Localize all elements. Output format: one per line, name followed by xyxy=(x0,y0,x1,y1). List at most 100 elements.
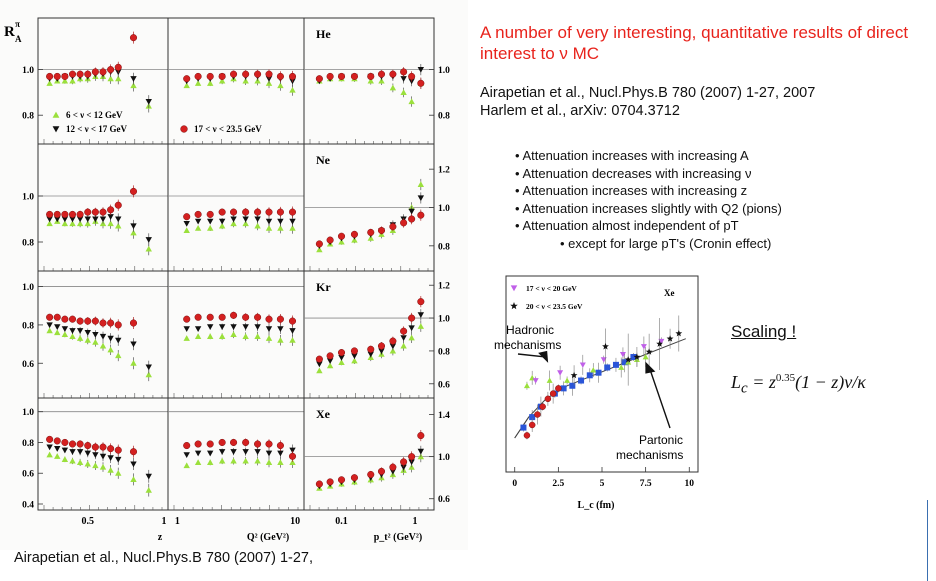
square-data-point xyxy=(560,385,567,392)
red-data-point xyxy=(417,432,425,440)
right-y-tick-label: 1.0 xyxy=(438,204,450,214)
green-data-point xyxy=(338,238,345,245)
red-data-point xyxy=(183,213,191,221)
green-data-point xyxy=(316,246,323,253)
triangle-up-data-point xyxy=(564,377,571,383)
red-data-point xyxy=(408,314,416,322)
black-data-point xyxy=(46,444,53,451)
red-data-point xyxy=(61,315,69,323)
green-data-point xyxy=(207,225,214,231)
black-data-point xyxy=(242,449,249,455)
x-tick-label: 0 xyxy=(512,479,517,489)
black-data-point xyxy=(183,452,190,458)
black-data-point xyxy=(351,353,358,360)
triangle-down-data-point xyxy=(532,378,539,384)
black-data-point xyxy=(230,449,237,455)
scaling-formula: Lc = z0.35(1 − z)ν/κ xyxy=(731,372,866,398)
red-data-point xyxy=(91,317,99,325)
red-data-point xyxy=(129,34,138,42)
star-data-point xyxy=(570,371,578,379)
green-data-point xyxy=(61,77,69,84)
green-data-point xyxy=(76,220,84,227)
green-data-point xyxy=(351,236,358,243)
green-data-point xyxy=(389,347,397,354)
black-data-point xyxy=(417,312,425,318)
green-data-point xyxy=(76,459,84,466)
scaling-heading: Scaling ! xyxy=(731,322,797,341)
red-data-point xyxy=(337,476,346,484)
black-data-point xyxy=(84,450,91,457)
red-data-point xyxy=(400,68,408,76)
green-data-point xyxy=(207,459,214,466)
circle-data-point xyxy=(528,421,536,429)
right-y-tick-label: 1.2 xyxy=(438,282,450,292)
annotation-arrowhead xyxy=(645,361,656,374)
black-data-point xyxy=(254,449,261,455)
red-data-point xyxy=(242,208,250,216)
red-data-point xyxy=(107,319,115,327)
black-data-point xyxy=(230,324,237,331)
red-data-point xyxy=(242,313,250,321)
black-data-point xyxy=(183,326,190,332)
triangle-up-data-point xyxy=(618,364,625,370)
black-data-point xyxy=(130,76,137,82)
red-data-point xyxy=(107,445,115,453)
red-data-point xyxy=(408,72,416,80)
green-data-point xyxy=(367,77,374,84)
y-tick-label: 0.6 xyxy=(22,470,34,480)
star-data-point xyxy=(656,340,663,347)
black-data-point xyxy=(277,450,284,457)
reference-list: Airapetian et al., Nucl.Phys.B 780 (2007… xyxy=(480,84,920,120)
black-data-point xyxy=(84,216,91,223)
green-data-point xyxy=(84,220,91,227)
green-data-point xyxy=(183,82,190,89)
black-data-point xyxy=(46,322,53,329)
green-data-point xyxy=(69,333,76,339)
red-data-point xyxy=(76,317,84,325)
legend-label: 17 < ν < 23.5 GeV xyxy=(194,124,262,134)
green-data-point xyxy=(289,86,296,93)
green-data-point xyxy=(194,333,202,339)
red-data-point xyxy=(230,70,238,78)
bullet-item: • Attenuation decreases with increasing … xyxy=(515,165,752,181)
formula-rest: (1 − z)ν/κ xyxy=(795,372,866,392)
black-data-point xyxy=(115,216,122,223)
red-data-point xyxy=(377,70,386,78)
circle-data-point xyxy=(523,432,531,439)
green-data-point xyxy=(92,462,99,469)
black-data-point xyxy=(277,326,284,332)
bullet-item: • Attenuation increases with increasing … xyxy=(515,148,749,163)
nuclear-attenuation-grid-chart: 0.8 1.0 He 0.8 1.0 0.8 1.0 Ne 0.8 1.0 1.2 0.6 0.8 1.0… xyxy=(0,0,468,550)
green-data-point xyxy=(84,337,91,343)
green-data-point xyxy=(408,334,415,341)
x-tick-label: 5 xyxy=(600,479,605,489)
red-data-point xyxy=(230,438,238,447)
green-data-point xyxy=(417,323,425,329)
red-data-point xyxy=(242,438,250,447)
black-data-point xyxy=(265,76,273,82)
red-data-point xyxy=(254,440,262,448)
red-data-point xyxy=(367,470,375,479)
red-data-point xyxy=(242,70,250,78)
red-data-point xyxy=(350,72,358,80)
square-data-point xyxy=(595,369,602,376)
green-data-point xyxy=(130,360,137,366)
annotation-text: mechanisms xyxy=(616,448,683,462)
x-axis-label: L_c (fm) xyxy=(578,500,615,511)
reference-item: Airapetian et al., Nucl.Phys.B 780 (2007… xyxy=(480,85,816,101)
green-data-point xyxy=(218,457,226,464)
green-data-point xyxy=(145,486,152,493)
annotation-arrowhead xyxy=(538,350,549,363)
red-data-point xyxy=(288,452,297,460)
green-data-point xyxy=(265,459,273,466)
red-data-point xyxy=(129,187,138,195)
black-data-point xyxy=(289,218,296,225)
red-data-point xyxy=(91,208,99,216)
black-data-point xyxy=(194,218,202,225)
green-data-point xyxy=(351,357,358,364)
triangle-up-data-point xyxy=(546,377,553,383)
bullet-item: • Attenuation almost independent of pT xyxy=(515,218,739,233)
red-data-point xyxy=(389,223,397,231)
x-tick-label: 10 xyxy=(685,479,695,489)
black-data-point xyxy=(378,348,385,355)
